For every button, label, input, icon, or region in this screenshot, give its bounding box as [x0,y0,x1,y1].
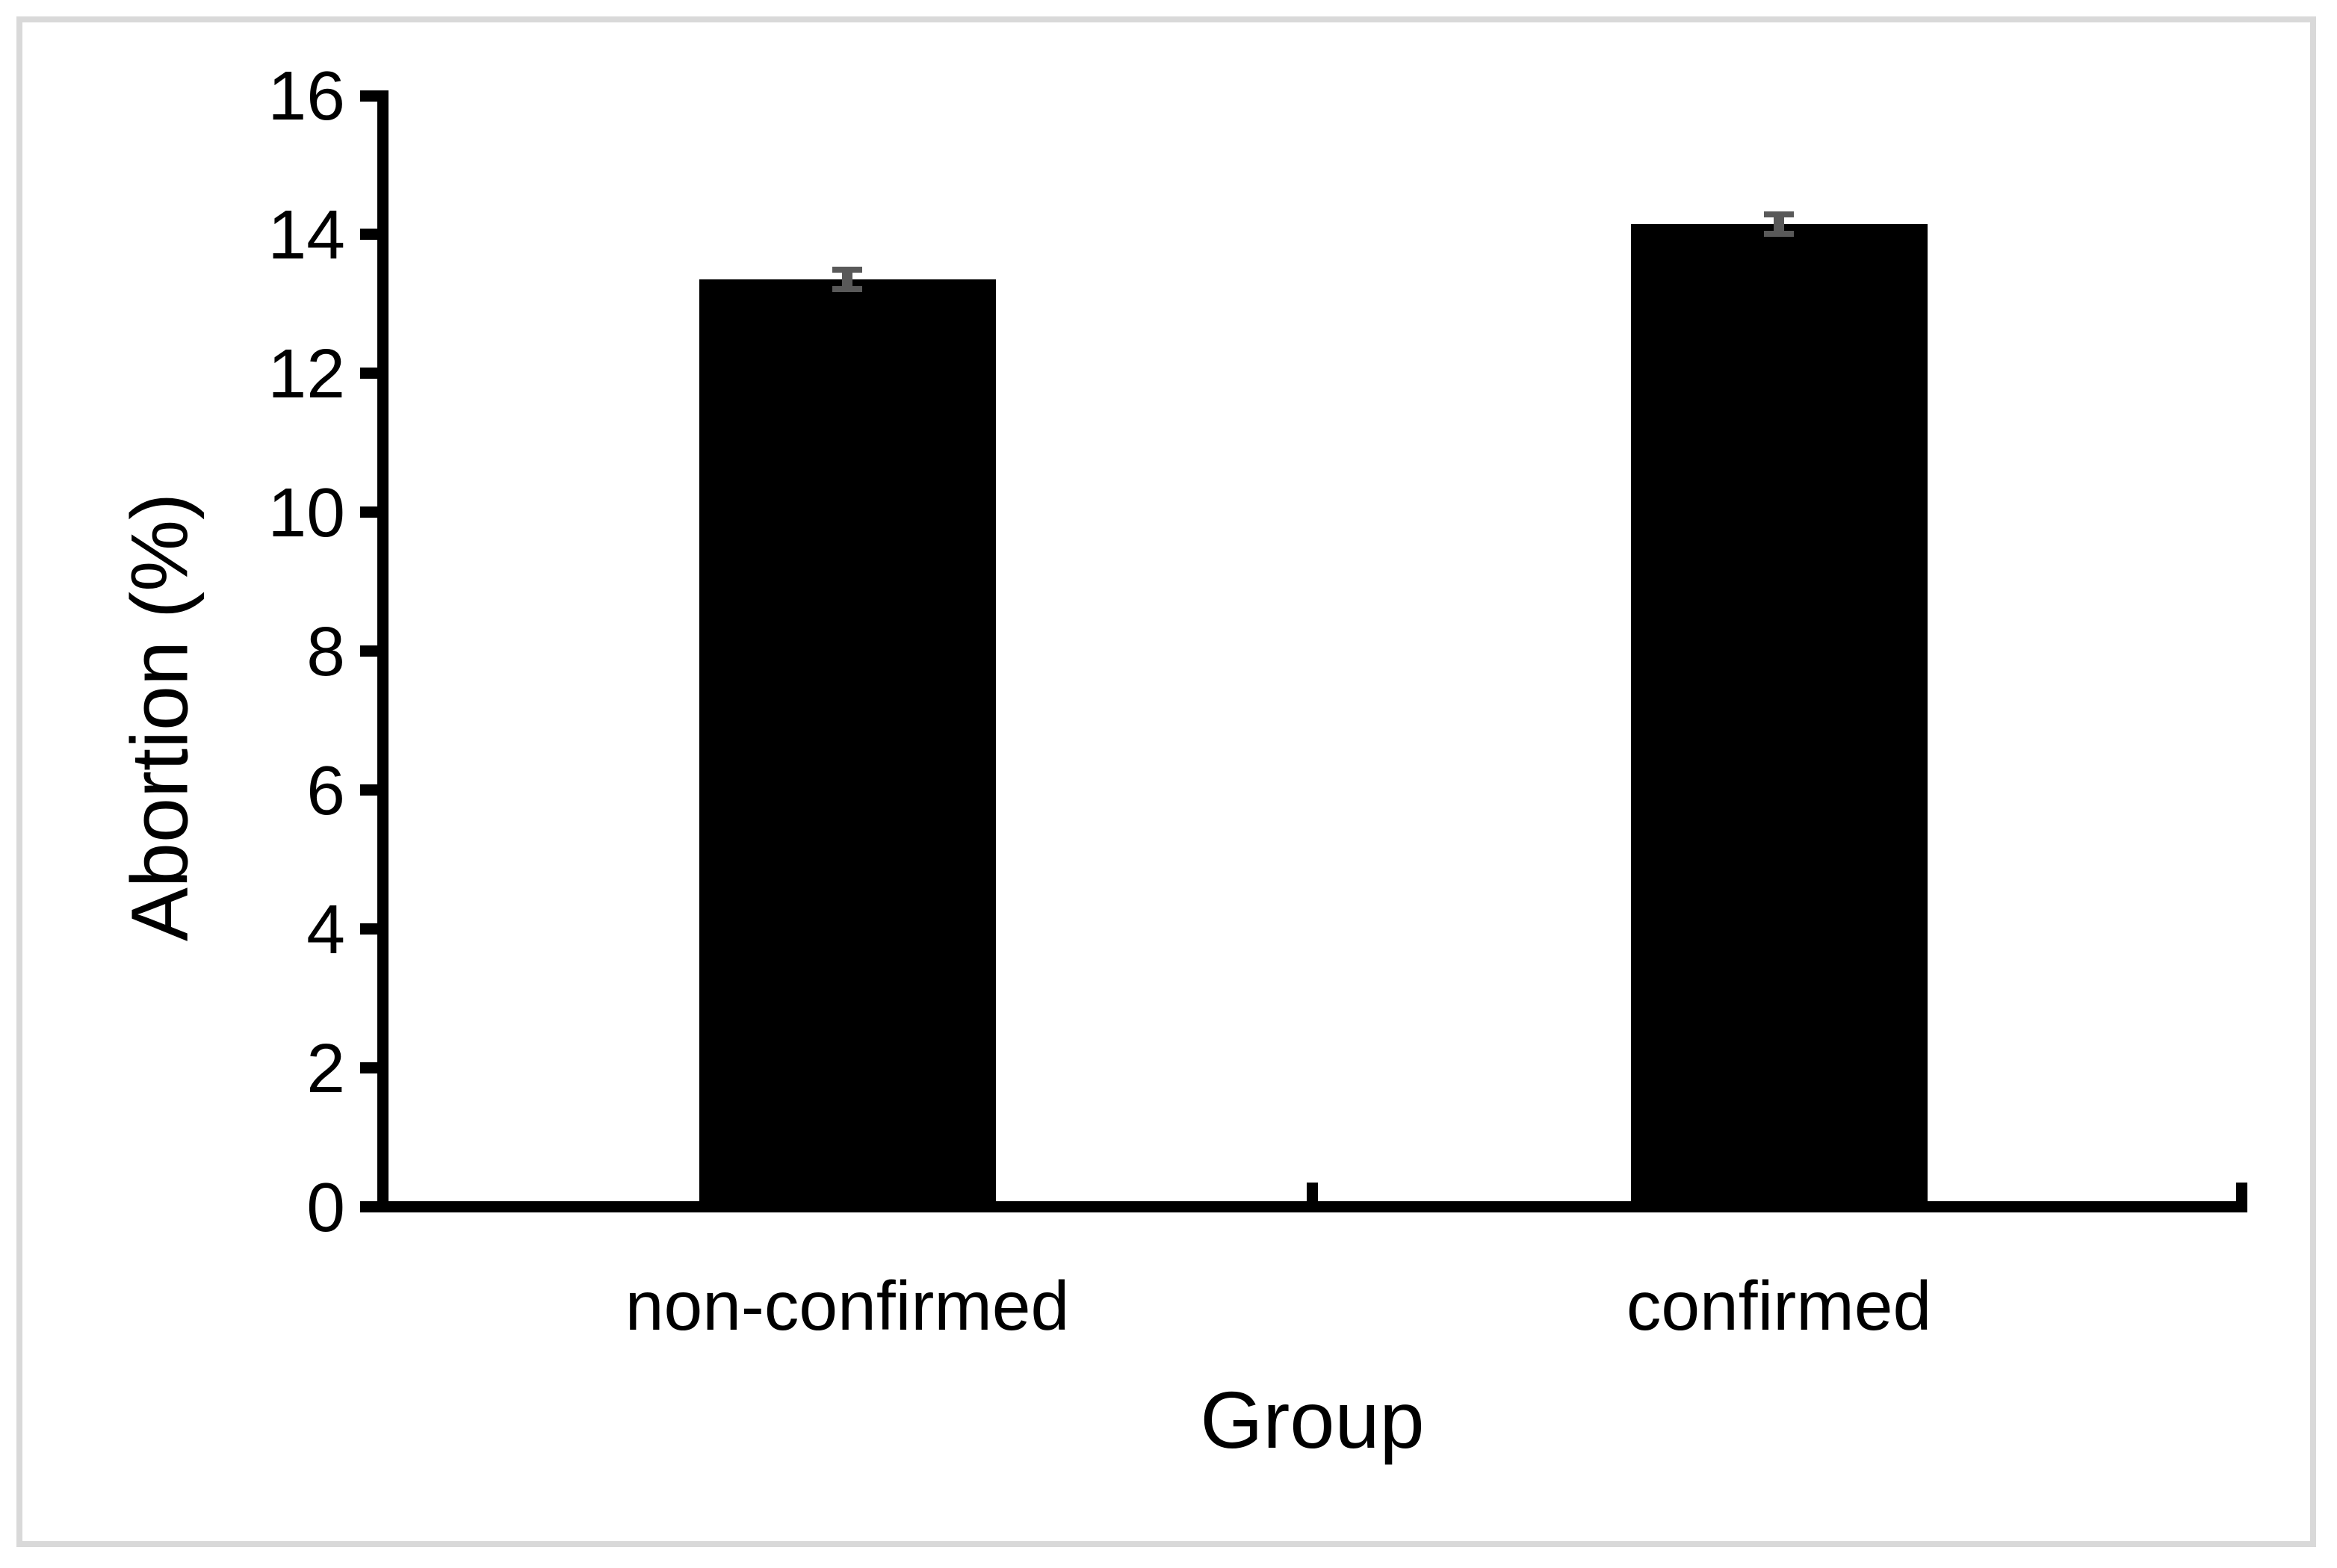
y-tick-label: 8 [306,612,345,690]
y-axis-tick [360,229,389,241]
x-axis-tick [2235,1183,2247,1201]
y-tick-label: 16 [267,57,345,134]
y-tick-label: 10 [267,473,345,551]
y-axis-tick [360,1201,389,1212]
y-tick-label: 6 [306,751,345,829]
error-bar-stem [1774,214,1784,234]
y-tick-label: 12 [267,334,345,412]
error-bar-cap-bottom [832,286,862,293]
y-axis-tick [360,90,389,102]
y-axis-tick [360,645,389,657]
y-axis-tick [360,368,389,379]
y-axis-title: Abortion (%) [114,492,205,942]
bar [699,279,996,1212]
y-tick-label: 4 [306,890,345,968]
x-category-label: non-confirmed [625,1267,1070,1345]
y-axis-tick [360,784,389,796]
error-bar-stem [842,270,852,290]
error-bar-cap-bottom [1764,231,1794,237]
x-axis-tick [1306,1183,1318,1201]
y-axis-tick [360,923,389,935]
error-bar-cap-top [832,267,862,273]
y-tick-label: 2 [306,1029,345,1107]
error-bar-cap-top [1764,211,1794,217]
x-category-label: confirmed [1626,1267,1932,1345]
x-axis-title: Group [1200,1375,1425,1465]
y-tick-label: 0 [306,1168,345,1246]
bar [1630,223,1928,1212]
y-axis-tick [360,506,389,518]
y-axis-tick [360,1062,389,1074]
y-tick-label: 14 [267,195,345,273]
x-axis-line [377,1201,2247,1212]
